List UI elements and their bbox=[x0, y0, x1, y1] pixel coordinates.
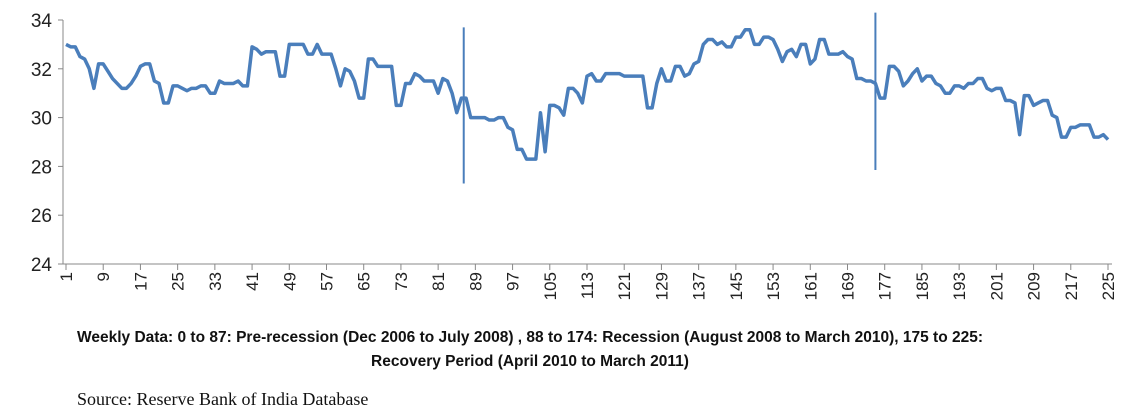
y-tick-label: 26 bbox=[31, 206, 52, 227]
series-line bbox=[65, 28, 1110, 161]
x-tick-label: 33 bbox=[206, 272, 225, 291]
x-tick-label: 161 bbox=[801, 272, 820, 300]
y-tick-label: 30 bbox=[31, 109, 52, 130]
caption: Weekly Data: 0 to 87: Pre-recession (Dec… bbox=[77, 329, 983, 370]
x-tick-label: 81 bbox=[429, 272, 448, 291]
x-tick-label: 121 bbox=[615, 272, 634, 300]
x-tick-label: 97 bbox=[504, 272, 523, 291]
x-tick-label: 201 bbox=[987, 272, 1006, 300]
x-tick-label: 65 bbox=[355, 272, 374, 291]
x-tick-label: 9 bbox=[94, 272, 113, 281]
x-tick-label: 105 bbox=[541, 272, 560, 300]
x-tick-label: 217 bbox=[1062, 272, 1081, 300]
x-tick-label: 41 bbox=[243, 272, 262, 291]
x-tick-label: 153 bbox=[764, 272, 783, 300]
chart: 24 26 28 30 32 34 1 9 17 25 33 41 49 57 65 73 81 89 97 105 1… bbox=[31, 11, 1118, 300]
x-tick-label: 25 bbox=[169, 272, 188, 291]
x-tick-label: 177 bbox=[876, 272, 895, 300]
x-tick-label: 137 bbox=[690, 272, 709, 300]
x-tick-label: 185 bbox=[913, 272, 932, 300]
x-tick-label: 169 bbox=[839, 272, 858, 300]
x-tick-label: 17 bbox=[131, 272, 150, 291]
x-tick-label: 73 bbox=[392, 272, 411, 291]
x-tick-label: 129 bbox=[652, 272, 671, 300]
y-tick-label: 34 bbox=[31, 11, 53, 32]
x-tick-label: 113 bbox=[578, 272, 597, 299]
x-tick-label: 57 bbox=[318, 272, 337, 291]
y-tick-label: 32 bbox=[31, 60, 52, 81]
x-tick-label: 89 bbox=[466, 272, 485, 291]
x-tick-label: 49 bbox=[280, 272, 299, 291]
source: Source: Reserve Bank of India Database bbox=[77, 389, 369, 409]
x-tick-label: 145 bbox=[727, 272, 746, 300]
x-tick-label: 209 bbox=[1025, 272, 1044, 300]
x-tick-label: 193 bbox=[950, 272, 969, 300]
y-tick-label: 24 bbox=[31, 255, 53, 276]
x-tick-label: 1 bbox=[57, 272, 76, 281]
x-tick-label: 225 bbox=[1099, 272, 1118, 300]
y-tick-label: 28 bbox=[31, 157, 52, 178]
